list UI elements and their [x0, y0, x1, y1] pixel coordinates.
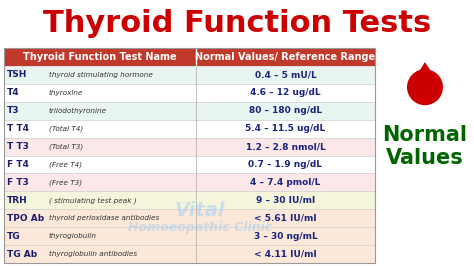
Text: 0.4 – 5 mU/L: 0.4 – 5 mU/L — [255, 70, 316, 79]
Text: thyroid stimulating hormone: thyroid stimulating hormone — [49, 72, 153, 78]
Bar — [4, 191, 375, 209]
Text: TPO Ab: TPO Ab — [7, 214, 44, 223]
Text: Thyroid Function Tests: Thyroid Function Tests — [43, 10, 431, 39]
Bar — [4, 120, 375, 138]
Text: Normal: Normal — [383, 125, 467, 145]
Text: thyroglobulin: thyroglobulin — [49, 233, 97, 239]
Bar — [4, 48, 375, 263]
Circle shape — [407, 69, 443, 105]
Bar — [4, 209, 375, 227]
Text: 9 – 30 IU/ml: 9 – 30 IU/ml — [256, 196, 315, 205]
Text: T4: T4 — [7, 88, 19, 97]
Bar — [4, 227, 375, 245]
Text: 4 – 7.4 pmol/L: 4 – 7.4 pmol/L — [250, 178, 321, 187]
Bar — [4, 138, 375, 156]
Bar — [4, 66, 375, 84]
Text: TG Ab: TG Ab — [7, 250, 37, 259]
Text: 1.2 – 2.8 nmol/L: 1.2 – 2.8 nmol/L — [246, 142, 325, 151]
Text: (Free T4): (Free T4) — [49, 161, 82, 168]
Bar — [4, 156, 375, 173]
Text: Values: Values — [386, 148, 464, 168]
Text: thyroxine: thyroxine — [49, 90, 83, 96]
Text: F T4: F T4 — [7, 160, 29, 169]
Text: (Total T4): (Total T4) — [49, 125, 83, 132]
Text: < 4.11 IU/ml: < 4.11 IU/ml — [254, 250, 317, 259]
Text: (Total T3): (Total T3) — [49, 143, 83, 150]
Bar — [4, 84, 375, 102]
Text: < 5.61 IU/ml: < 5.61 IU/ml — [254, 214, 317, 223]
Bar — [4, 102, 375, 120]
Text: 4.6 – 12 ug/dL: 4.6 – 12 ug/dL — [250, 88, 321, 97]
Text: thyroid perioxidase antibodies: thyroid perioxidase antibodies — [49, 215, 159, 221]
Text: TRH: TRH — [7, 196, 28, 205]
Bar — [4, 245, 375, 263]
Text: T T4: T T4 — [7, 124, 29, 133]
Text: F T3: F T3 — [7, 178, 29, 187]
Text: Thyroid Function Test Name: Thyroid Function Test Name — [23, 52, 177, 62]
Text: T T3: T T3 — [7, 142, 29, 151]
Text: thyroglobulin antibodies: thyroglobulin antibodies — [49, 251, 137, 257]
Polygon shape — [412, 62, 438, 82]
Text: 3 – 30 ng/mL: 3 – 30 ng/mL — [254, 232, 318, 241]
Text: Vital: Vital — [175, 201, 225, 219]
Text: ( stimulating test peak ): ( stimulating test peak ) — [49, 197, 137, 203]
Text: triiodothyronine: triiodothyronine — [49, 108, 107, 114]
Text: 5.4 – 11.5 ug/dL: 5.4 – 11.5 ug/dL — [246, 124, 326, 133]
Text: 80 – 180 ng/dL: 80 – 180 ng/dL — [249, 106, 322, 115]
Text: Normal Values/ Reference Range: Normal Values/ Reference Range — [195, 52, 375, 62]
Text: 0.7 – 1.9 ng/dL: 0.7 – 1.9 ng/dL — [248, 160, 322, 169]
Text: T3: T3 — [7, 106, 19, 115]
Text: Homoeopathic Clinic: Homoeopathic Clinic — [128, 222, 272, 235]
Text: (Free T3): (Free T3) — [49, 179, 82, 186]
Bar — [4, 48, 375, 66]
Text: TG: TG — [7, 232, 21, 241]
Bar — [4, 173, 375, 191]
Text: TSH: TSH — [7, 70, 27, 79]
